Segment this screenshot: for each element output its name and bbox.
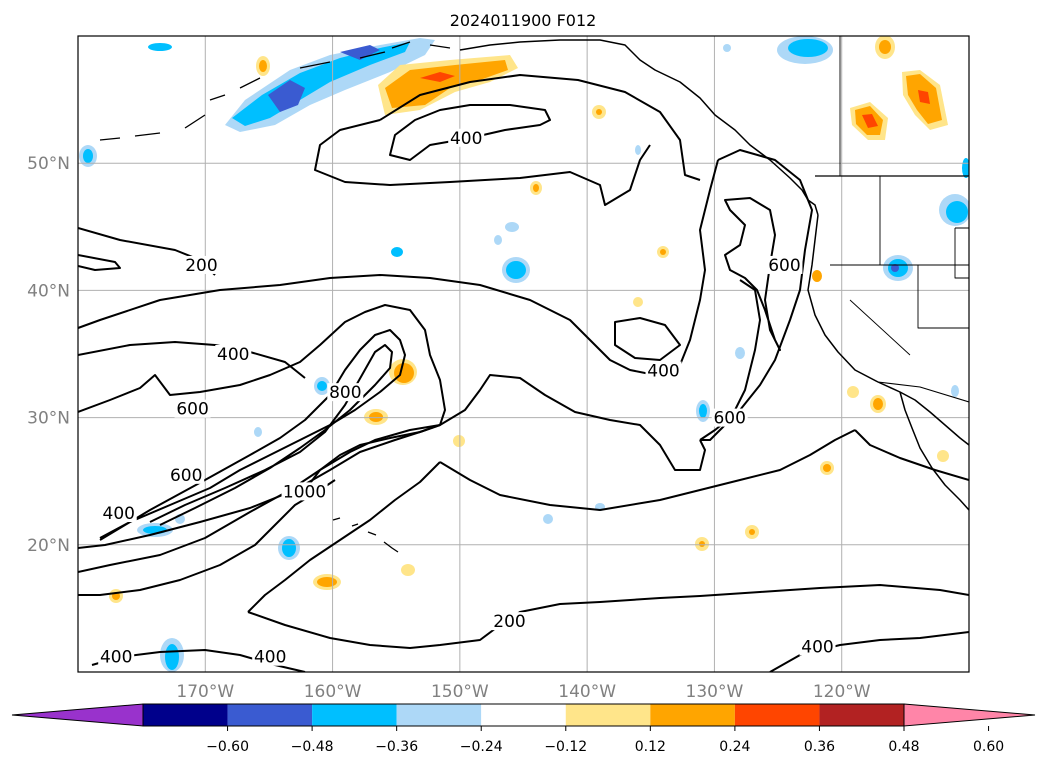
colorbar-segment — [565, 704, 651, 726]
colorbar-extend-high — [903, 703, 1036, 727]
contour-labels: 400 200 600 400 800 400 600 600 600 1000 400 200 400… — [98, 128, 836, 668]
contour-label-background — [799, 637, 836, 656]
contour-label: 400 — [100, 648, 132, 668]
contour-label: 600 — [176, 400, 208, 420]
colorbar-tick-label: 0.60 — [973, 739, 1004, 755]
contour-label-background — [645, 361, 682, 380]
colorbar-frame — [142, 703, 905, 727]
bc-coast — [807, 199, 819, 216]
positive-anomaly-gulf-alaska-core — [385, 60, 508, 108]
latitude-label: 30°N — [27, 409, 70, 429]
contour-400-south — [78, 374, 706, 573]
contour-label: 200 — [185, 256, 217, 276]
contour-800 — [99, 329, 406, 541]
colorbar-segment — [734, 704, 820, 726]
contour-label-background — [174, 399, 211, 418]
state-borders — [830, 176, 969, 356]
contour-600-mid — [78, 304, 446, 491]
contour-label: 600 — [713, 409, 745, 429]
colorbar-tick-label: −0.36 — [375, 739, 418, 755]
contour-200-bottom — [247, 584, 969, 649]
colorbar-tick-label: −0.60 — [206, 739, 249, 755]
map-title: 2024011900 F012 — [450, 11, 597, 30]
longitude-label: 160°W — [304, 682, 362, 702]
contour-400-bottom-right — [769, 631, 969, 672]
longitude-label: 140°W — [558, 682, 616, 702]
us-west-coast — [807, 214, 969, 446]
contour-label-background — [711, 408, 748, 427]
contour-200-gulf — [247, 461, 441, 613]
hawaiian-islands — [332, 517, 399, 553]
colorbar: −0.60 −0.48 −0.36 −0.24 −0.12 0.12 0.24 0.36 0.4… — [11, 703, 1036, 755]
contour-400-north-loop — [379, 74, 701, 181]
longitude-label: 130°W — [686, 682, 744, 702]
latitude-label: 20°N — [27, 536, 70, 556]
colorbar-tick-label: 0.48 — [888, 739, 919, 755]
colorbar-extend-low — [11, 703, 144, 727]
map-area: 400 200 600 400 800 400 600 600 600 1000 400 200 400… — [78, 36, 969, 672]
alaska-coast — [459, 39, 809, 201]
colorbar-segment — [312, 704, 397, 726]
longitude-label: 150°W — [431, 682, 489, 702]
longitude-label: 170°W — [176, 682, 234, 702]
contour-label: 600 — [170, 466, 202, 486]
contour-label-background — [183, 255, 220, 274]
colorbar-segment — [481, 704, 566, 726]
contour-label: 600 — [768, 256, 800, 276]
longitude-label: 120°W — [813, 682, 871, 702]
contour-label-background — [98, 647, 135, 666]
contour-label: 400 — [450, 129, 482, 149]
coastlines — [99, 36, 969, 553]
contour-label-background — [766, 255, 803, 274]
colorbar-tick-label: −0.12 — [544, 739, 587, 755]
colorbar-segment — [819, 704, 904, 726]
contour-label-background — [252, 647, 289, 666]
mexico-border — [877, 381, 969, 403]
contour-label: 400 — [217, 345, 249, 365]
contour-1000 — [149, 344, 393, 526]
contour-200-loop — [78, 254, 121, 271]
contour-label: 400 — [254, 648, 286, 668]
contour-label-background — [100, 504, 137, 522]
negative-anomaly-aleutian-peak — [268, 80, 305, 112]
contour-400-small-loop — [614, 317, 681, 361]
colorbar-tick-label: 0.36 — [804, 739, 835, 755]
map-frame — [77, 35, 970, 673]
baja-peninsula — [899, 391, 969, 511]
contour-label-background — [491, 612, 528, 631]
contour-600-coast-c — [700, 279, 761, 441]
contour-label-background — [281, 482, 328, 501]
contour-label: 400 — [103, 504, 135, 524]
contour-400-ridge — [78, 159, 719, 376]
colorbar-tick-label: −0.24 — [460, 739, 503, 755]
contour-label-background — [327, 383, 364, 402]
colorbar-tick-label: 0.12 — [635, 739, 666, 755]
contour-label: 800 — [329, 383, 361, 403]
latitude-labels: 50°N 40°N 30°N 20°N — [27, 154, 70, 556]
contour-400-north-arc — [314, 119, 651, 206]
contour-600-coast-b — [724, 197, 781, 351]
contour-label: 200 — [493, 612, 525, 632]
latitude-label: 50°N — [27, 154, 70, 174]
colorbar-segment — [227, 704, 313, 726]
longitude-labels: 170°W 160°W 150°W 140°W 130°W 120°W — [176, 682, 870, 702]
contour-label-background — [215, 345, 252, 363]
contour-400-mid — [78, 341, 306, 379]
aleutian-islands — [99, 41, 451, 141]
latitude-label: 40°N — [27, 281, 70, 301]
colorbar-segment — [143, 704, 228, 726]
contour-label: 400 — [647, 362, 679, 382]
colorbar-tick-label: −0.48 — [291, 739, 334, 755]
contour-200-south — [439, 429, 856, 511]
contour-label-background — [448, 128, 485, 147]
colorbar-segment — [396, 704, 482, 726]
colorbar-segment — [650, 704, 735, 726]
colorbar-tick-label: 0.24 — [719, 739, 750, 755]
contour-label: 400 — [801, 638, 833, 658]
contour-label-background — [168, 465, 205, 484]
contour-400-southeast — [854, 429, 969, 481]
contour-label: 1000 — [283, 482, 326, 502]
